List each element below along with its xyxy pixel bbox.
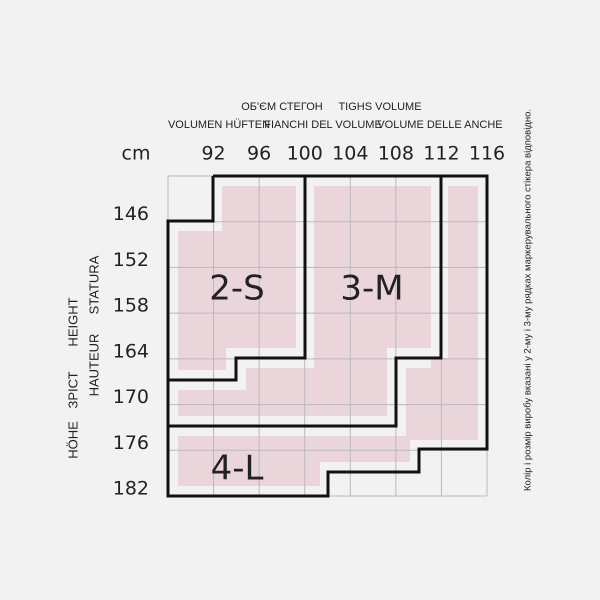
row-label: 146 xyxy=(113,203,149,225)
row-label: 182 xyxy=(113,478,149,500)
height-labels: HEIGHT ЗРІСТ HÖHE STATURA HAUTEUR xyxy=(65,255,101,458)
zone-outline xyxy=(166,174,489,498)
column-label: 100 xyxy=(287,143,323,165)
axis-label: HAUTEUR xyxy=(86,334,101,397)
axis-label: HÖHE xyxy=(65,421,80,459)
column-label: 104 xyxy=(332,143,368,165)
zone-label: 2-S xyxy=(209,269,264,309)
axis-label: ЗРІСТ xyxy=(65,371,80,408)
zone-outline xyxy=(166,174,307,382)
row-label: 176 xyxy=(113,432,149,454)
column-label: 92 xyxy=(201,143,225,165)
row-label: 152 xyxy=(113,249,149,271)
note: Колір і розмір виробу вказані у 2-му і 3… xyxy=(523,109,534,491)
zone-outlines xyxy=(166,174,489,498)
row-label: 158 xyxy=(113,295,149,317)
row-label: 170 xyxy=(113,386,149,408)
column-label: 108 xyxy=(378,143,414,165)
header-text: TIGHS VOLUME xyxy=(338,101,421,113)
axis-label: STATURA xyxy=(86,255,101,314)
column-label: 96 xyxy=(247,143,271,165)
column-label: 116 xyxy=(469,143,505,165)
header-text: VOLUME DELLE ANCHE xyxy=(377,119,502,131)
row-label: 164 xyxy=(113,340,149,362)
zone-fill xyxy=(178,186,478,486)
zone-fill xyxy=(178,186,296,370)
header-text: VOLUMEN HÜFTEN xyxy=(168,119,270,131)
header-text: ОБ'ЄМ СТЕГОН xyxy=(241,101,323,113)
column-label: 112 xyxy=(423,143,459,165)
unit: cm xyxy=(122,143,151,165)
zone-label: 3-M xyxy=(340,269,403,309)
header-text: FIANCHI DEL VOLUME xyxy=(264,119,382,131)
zone-label: 4-L xyxy=(211,449,264,489)
axis-label: HEIGHT xyxy=(65,297,80,346)
